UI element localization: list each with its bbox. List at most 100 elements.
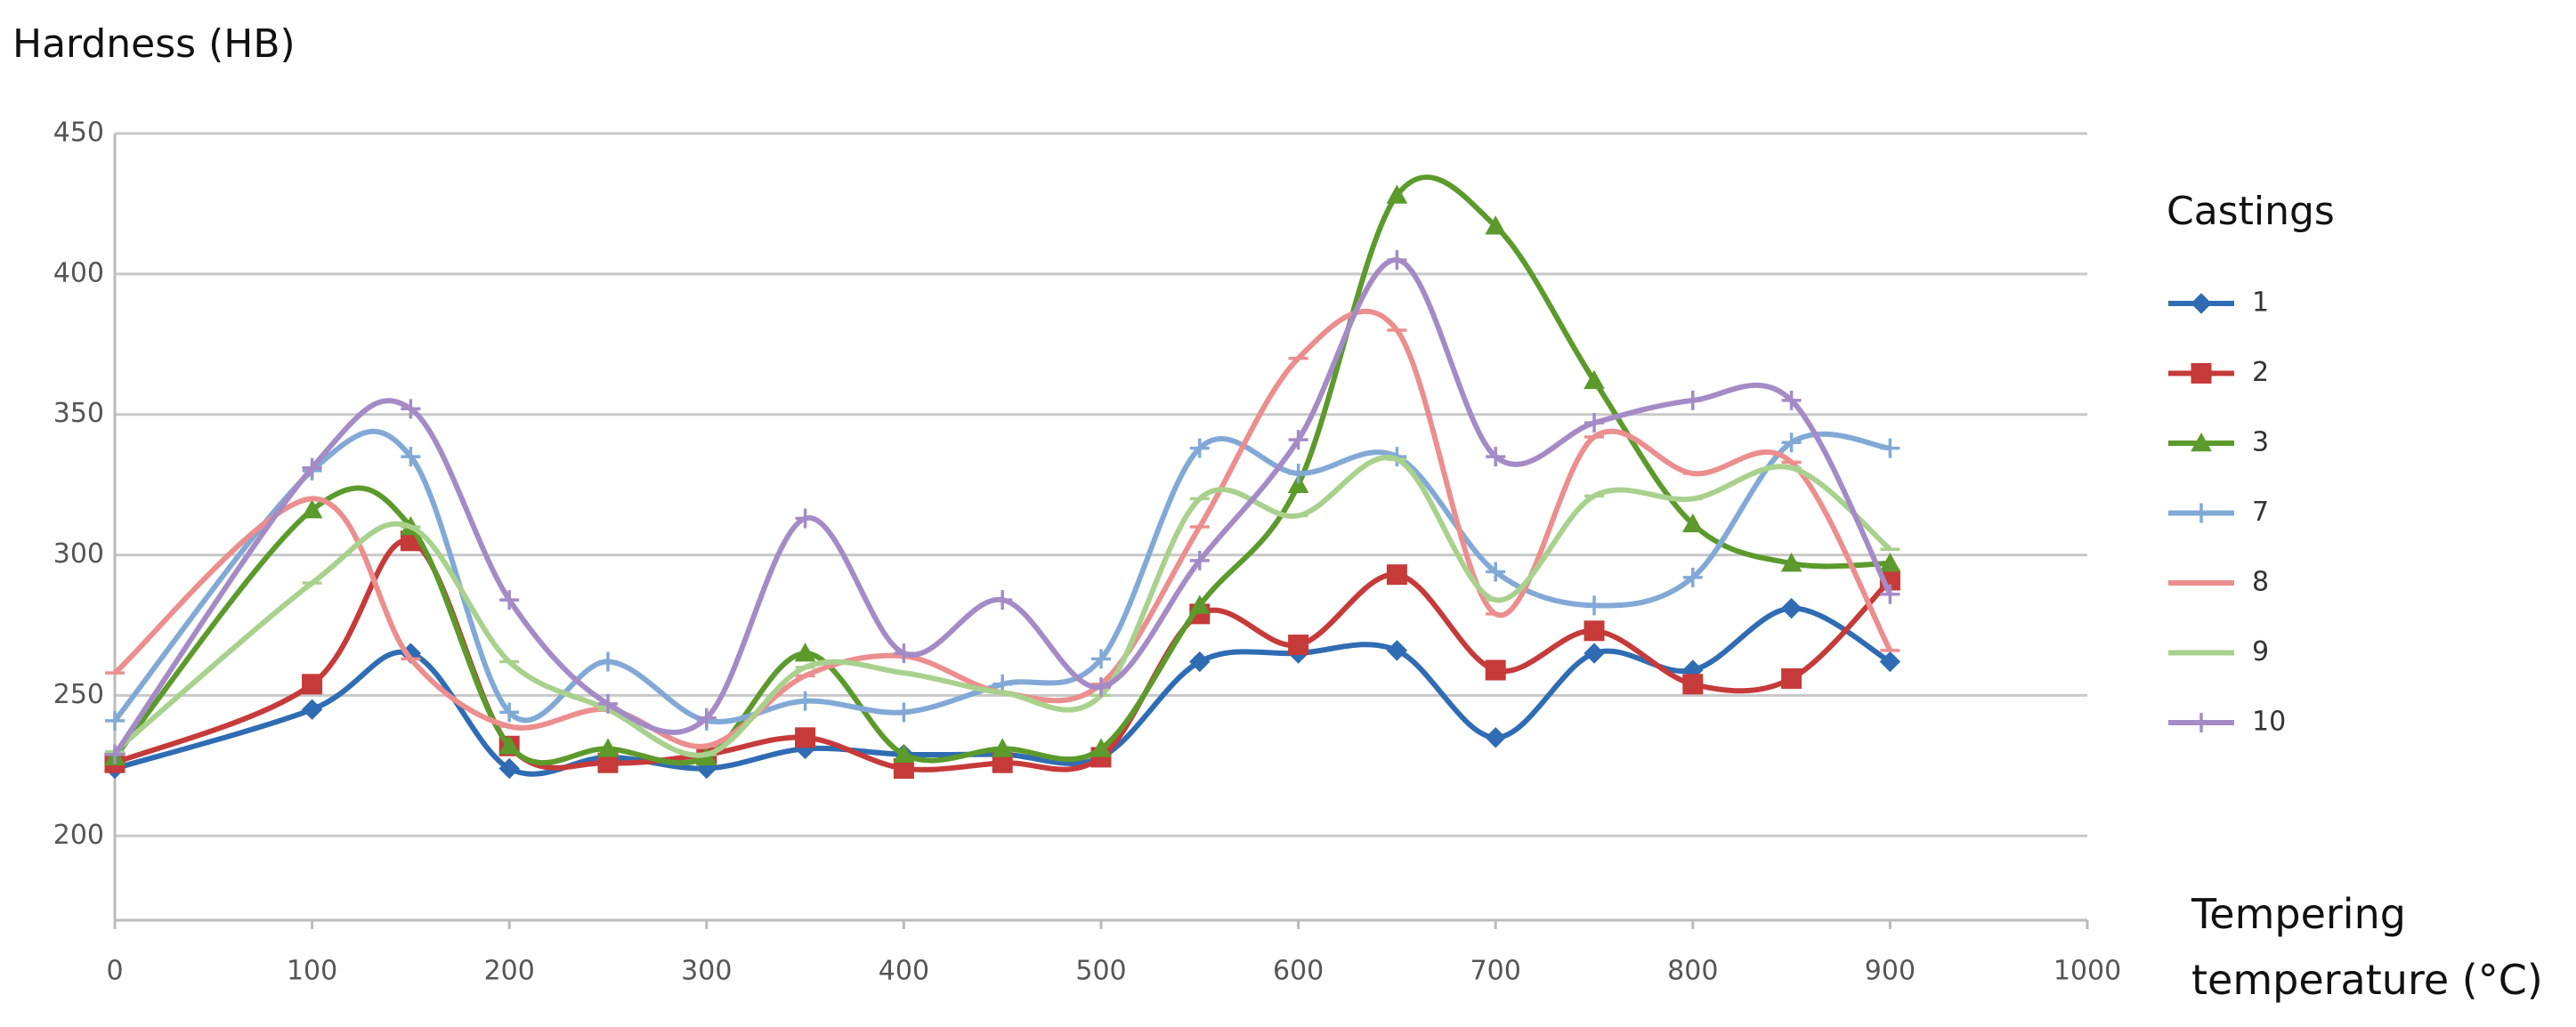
- marker: [498, 757, 520, 780]
- legend-label: 7: [2252, 497, 2269, 528]
- x-tick-label: 500: [1075, 956, 1126, 987]
- marker: [499, 702, 520, 723]
- x-axis-label: Tempering temperature (°C): [2191, 890, 2543, 1004]
- marker: [1189, 651, 1211, 673]
- marker: [795, 508, 815, 529]
- marker: [401, 399, 421, 419]
- marker: [1681, 513, 1704, 533]
- y-tick-label: 400: [53, 257, 104, 288]
- marker: [1090, 738, 1112, 757]
- marker: [1288, 635, 1309, 656]
- series: [104, 174, 1901, 766]
- marker: [1781, 433, 1802, 453]
- marker: [1287, 473, 1309, 493]
- marker: [1781, 390, 1802, 410]
- marker: [598, 693, 618, 714]
- legend-label: 8: [2252, 567, 2269, 598]
- y-tick-label: 300: [53, 538, 104, 570]
- marker: [2191, 293, 2212, 314]
- marker: [1189, 438, 1210, 458]
- x-tick-label: 1000: [2054, 956, 2121, 987]
- x-tick-label: 400: [879, 956, 929, 987]
- marker: [1781, 667, 1802, 689]
- marker: [1584, 413, 1604, 433]
- marker: [2191, 713, 2211, 732]
- y-tick-label: 350: [53, 398, 104, 429]
- marker: [1485, 215, 1507, 235]
- marker: [1584, 643, 1605, 664]
- marker: [2191, 363, 2212, 384]
- marker: [1584, 620, 1605, 642]
- line: [112, 174, 1891, 766]
- marker: [1880, 584, 1900, 604]
- marker: [1780, 597, 1802, 619]
- legend-label: 2: [2252, 357, 2269, 388]
- marker: [1879, 651, 1901, 673]
- legend-label: 10: [2252, 707, 2286, 738]
- marker: [105, 744, 125, 764]
- marker: [992, 738, 1014, 757]
- marker: [597, 738, 619, 757]
- legend-label: 9: [2252, 636, 2269, 667]
- marker: [894, 702, 914, 723]
- marker: [1682, 674, 1704, 695]
- marker: [1486, 562, 1506, 582]
- marker: [794, 643, 816, 662]
- legend-label: 3: [2252, 427, 2269, 458]
- marker: [894, 643, 914, 664]
- marker: [795, 691, 815, 711]
- marker: [105, 710, 125, 731]
- x-tick-label: 700: [1470, 956, 1521, 987]
- marker: [1584, 369, 1605, 390]
- marker: [1682, 390, 1703, 410]
- marker: [1386, 640, 1408, 661]
- marker: [1485, 727, 1506, 748]
- marker: [1584, 595, 1604, 616]
- x-tick-label: 100: [287, 956, 337, 987]
- x-tick-label: 300: [681, 956, 732, 987]
- x-tick-label: 0: [106, 956, 123, 987]
- marker: [893, 743, 915, 764]
- y-axis-label: Hardness (HB): [12, 21, 296, 67]
- marker: [1682, 567, 1703, 587]
- marker: [1386, 184, 1408, 204]
- marker: [1189, 550, 1210, 570]
- marker: [1188, 594, 1211, 614]
- marker: [401, 447, 421, 467]
- x-tick-label: 600: [1273, 956, 1324, 987]
- x-tick-label: 800: [1667, 956, 1718, 987]
- legend-title: Castings: [2167, 189, 2335, 234]
- marker: [1780, 553, 1802, 572]
- marker: [1386, 564, 1407, 586]
- marker: [1486, 447, 1506, 467]
- x-tick-label: 200: [484, 956, 535, 987]
- marker: [1288, 464, 1308, 484]
- marker: [302, 457, 322, 478]
- marker: [992, 590, 1013, 611]
- y-tick-label: 450: [53, 117, 104, 149]
- marker: [795, 727, 816, 748]
- series: [105, 455, 1900, 758]
- marker: [301, 499, 323, 519]
- marker: [2191, 432, 2212, 452]
- series: [105, 428, 1900, 731]
- x-tick-label: 900: [1865, 956, 1916, 987]
- marker: [498, 735, 521, 755]
- marker: [2191, 503, 2211, 523]
- marker: [1880, 438, 1900, 458]
- marker: [1091, 649, 1111, 669]
- marker: [302, 674, 323, 695]
- legend-label: 1: [2252, 287, 2269, 319]
- marker: [1879, 553, 1901, 572]
- line: [112, 257, 1893, 756]
- marker: [1091, 676, 1111, 697]
- marker: [696, 708, 717, 728]
- y-tick-label: 200: [53, 820, 104, 851]
- series: [105, 250, 1900, 764]
- marker: [1288, 430, 1308, 450]
- marker: [499, 590, 520, 611]
- y-tick-label: 250: [53, 679, 104, 710]
- marker: [1485, 659, 1506, 681]
